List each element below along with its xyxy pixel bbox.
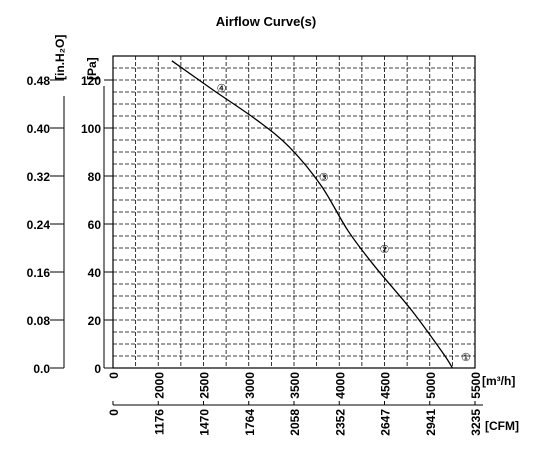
curve-marker: ② [380, 244, 390, 256]
y-axis-pa: 0 20 40 60 80 100 120 [81, 74, 113, 376]
y-tick-label: 80 [88, 170, 102, 184]
curve-marker: ④ [217, 83, 227, 95]
curve-marker: ③ [319, 172, 329, 184]
y2-tick-label: 0.0 [33, 362, 50, 376]
x2-tick-label: 1764 [243, 409, 257, 436]
x-tick-label: 4000 [333, 372, 347, 399]
x-tick-label: 2500 [198, 372, 212, 399]
y2-tick-label: 0.24 [27, 218, 51, 232]
curve-marker: ① [461, 352, 471, 364]
x-axis-unit-m3h: [m³/h] [482, 374, 515, 388]
y2-tick-label: 0.48 [27, 74, 51, 88]
x2-tick-label: 3235 [469, 409, 483, 436]
x2-tick-label: 2352 [333, 409, 347, 436]
y2-tick-label: 0.08 [27, 314, 51, 328]
x-axis-cfm: 0 1176 1470 1764 2058 2352 2647 2941 3235 [107, 401, 483, 436]
y-axis-inh2o: 0.0 0.08 0.16 0.24 0.32 0.40 0.48 [27, 74, 65, 376]
x-tick-label: 2000 [152, 372, 166, 399]
grid [113, 56, 475, 368]
x-axis-m3h: 0 2000 2500 3000 3500 4000 4500 5000 5500 [107, 372, 483, 399]
y-tick-label: 20 [88, 314, 102, 328]
x2-tick-label: 2647 [379, 409, 393, 436]
x2-tick-label: 1470 [198, 409, 212, 436]
y2-tick-label: 0.32 [27, 170, 51, 184]
x2-tick-label: 1176 [152, 409, 166, 435]
y-tick-label: 100 [81, 122, 101, 136]
y-axis-unit-pa: [Pa] [85, 57, 99, 80]
x-tick-label: 0 [107, 372, 121, 379]
y-tick-label: 60 [88, 218, 102, 232]
x2-tick-label: 0 [107, 409, 121, 416]
x2-tick-label: 2941 [424, 409, 438, 436]
y-tick-label: 40 [88, 266, 102, 280]
y-axis-unit-inh2o: [in.H₂O] [53, 35, 67, 80]
plot-frame [112, 55, 476, 369]
airflow-curve [171, 60, 453, 369]
y2-tick-label: 0.40 [27, 122, 51, 136]
chart-title: Airflow Curve(s) [216, 14, 316, 29]
plot-border [112, 55, 476, 369]
x-tick-label: 3500 [288, 372, 302, 399]
y2-tick-label: 0.16 [27, 266, 51, 280]
x-tick-label: 5000 [424, 372, 438, 399]
x-tick-label: 4500 [379, 372, 393, 399]
x-axis-unit-cfm: [CFM] [485, 419, 519, 433]
x2-tick-label: 2058 [288, 409, 302, 436]
y-tick-label: 0 [94, 362, 101, 376]
x-tick-label: 3000 [243, 372, 257, 399]
x-tick-label: 5500 [469, 372, 483, 399]
airflow-curve-layer [171, 60, 453, 369]
y-tick-label: 120 [81, 74, 101, 88]
curve-markers: ④ ③ ② ① [217, 83, 471, 364]
